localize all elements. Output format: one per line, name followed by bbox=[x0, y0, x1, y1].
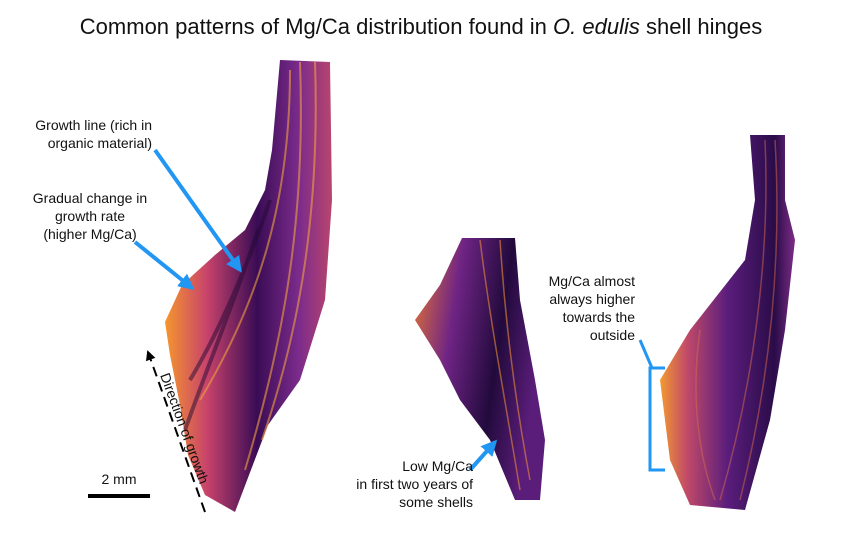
title-species: O. edulis bbox=[553, 14, 640, 39]
annotation: (higher Mg/Ca) bbox=[43, 226, 136, 242]
arrow bbox=[468, 439, 498, 472]
annotation-outside: Mg/Ca almost always higher towards the o… bbox=[549, 273, 636, 343]
annotation: in first two years of bbox=[356, 476, 473, 492]
annotation: growth rate bbox=[55, 208, 125, 224]
scale-label: 2 mm bbox=[102, 471, 137, 487]
annotation: some shells bbox=[399, 494, 473, 510]
title-text: Common patterns of Mg/Ca distribution fo… bbox=[80, 14, 547, 39]
annotation: organic material) bbox=[48, 135, 152, 151]
annotation: towards the bbox=[563, 309, 636, 325]
annotation: Growth line (rich in bbox=[35, 117, 152, 133]
shell-3 bbox=[660, 135, 795, 510]
shell-2 bbox=[415, 238, 545, 500]
bracket bbox=[638, 339, 665, 472]
arrow bbox=[133, 240, 195, 291]
annotation: Mg/Ca almost bbox=[549, 273, 635, 289]
annotation: Low Mg/Ca bbox=[402, 458, 473, 474]
annotation-growth-line: Growth line (rich in organic material) bbox=[35, 117, 152, 151]
direction-arrow bbox=[145, 350, 206, 513]
annotation: always higher bbox=[549, 291, 635, 307]
arrow bbox=[153, 148, 242, 273]
annotation: outside bbox=[590, 327, 635, 343]
annotation: Gradual change in bbox=[33, 190, 147, 206]
annotation-gradual: Gradual change in growth rate (higher Mg… bbox=[33, 190, 147, 242]
shell-1 bbox=[165, 60, 332, 512]
title: Common patterns of Mg/Ca distribution fo… bbox=[80, 14, 762, 39]
title-text: shell hinges bbox=[646, 14, 762, 39]
annotation-low: Low Mg/Ca in first two years of some she… bbox=[356, 458, 473, 510]
